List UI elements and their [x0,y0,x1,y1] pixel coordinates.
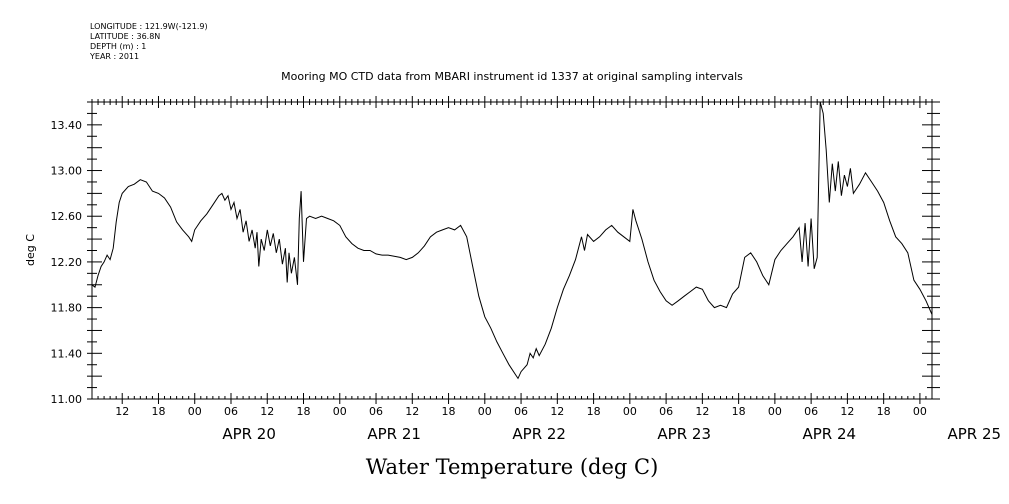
plot-frame [91,101,933,400]
x-hour-tick-label: 18 [587,405,601,418]
x-hour-tick-label: 12 [260,405,274,418]
x-hour-tick-label: 18 [877,405,891,418]
x-hour-tick-label: 12 [550,405,564,418]
meta-depth: DEPTH (m) : 1 [90,42,147,51]
y-axis: 11.00 11.40 11.80 12.20 12.60 13.00 13.40 [51,101,940,406]
x-day-label: APR 25 [948,425,1002,443]
x-hour-tick-label: 06 [224,405,238,418]
x-axis-label: Water Temperature (deg C) [366,455,659,479]
x-axis: 12 18 00 06 12 18 00 06 12 18 00 06 12 18 00 06 12 18 00 06… [91,96,1002,443]
y-tick-label: 12.20 [51,256,83,269]
metadata-block: LONGITUDE : 121.9W(-121.9) LATITUDE : 36… [90,22,208,62]
y-tick-label: 13.40 [51,119,83,132]
x-hour-tick-label: 18 [151,405,165,418]
x-hour-tick-label: 06 [804,405,818,418]
x-hour-tick-label: 06 [659,405,673,418]
y-tick-label: 11.40 [51,347,83,360]
chart-title: Mooring MO CTD data from MBARI instrumen… [281,70,743,83]
x-hour-tick-label: 06 [514,405,528,418]
x-hour-tick-label: 00 [333,405,347,418]
y-tick-label: 11.80 [51,302,83,315]
x-hour-tick-label: 00 [623,405,637,418]
x-hour-tick-label: 18 [732,405,746,418]
y-axis-label: deg C [24,234,37,266]
x-day-label: APR 20 [222,425,276,443]
x-hour-tick-label: 12 [840,405,854,418]
x-hour-tick-label: 00 [188,405,202,418]
x-day-label: APR 23 [657,425,711,443]
x-day-label: APR 24 [802,425,856,443]
x-hour-tick-label: 18 [297,405,311,418]
meta-longitude: LONGITUDE : 121.9W(-121.9) [90,22,208,31]
meta-year: YEAR : 2011 [90,52,140,61]
y-tick-label: 13.00 [51,165,83,178]
y-tick-label: 12.60 [51,210,83,223]
x-hour-tick-label: 06 [369,405,383,418]
x-hour-tick-label: 18 [442,405,456,418]
x-hour-tick-label: 12 [405,405,419,418]
x-hour-tick-label: 12 [695,405,709,418]
x-hour-tick-label: 00 [913,405,927,418]
y-tick-label: 11.00 [51,393,83,406]
x-day-label: APR 22 [512,425,566,443]
meta-latitude: LATITUDE : 36.8N [90,32,161,41]
series-line-water-temperature [91,101,933,380]
x-hour-tick-label: 12 [115,405,129,418]
x-hour-tick-label: 00 [768,405,782,418]
x-day-label: APR 21 [367,425,421,443]
x-hour-tick-label: 00 [478,405,492,418]
